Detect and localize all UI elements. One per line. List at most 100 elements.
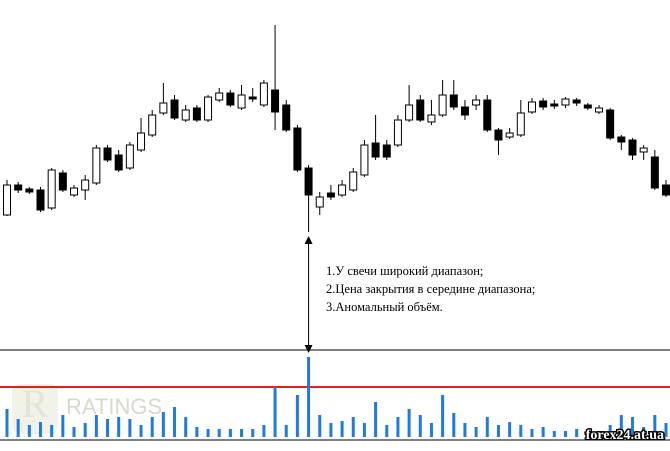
candle-body	[438, 94, 447, 116]
candle-body	[360, 144, 369, 176]
volume-bar	[429, 423, 433, 437]
candle-body	[248, 96, 257, 100]
volume-bar	[228, 429, 232, 437]
watermark-text: RATINGS	[66, 394, 162, 419]
candle-body	[472, 99, 481, 106]
volume-bar	[307, 357, 311, 437]
candle-body	[170, 99, 179, 119]
volume-bar	[61, 415, 65, 437]
volume-bar	[441, 395, 445, 437]
watermark: R RATINGS	[12, 381, 162, 434]
candle-body	[70, 187, 79, 196]
annotation-line: 3.Аномальный объём.	[326, 300, 443, 314]
volume-bar	[173, 407, 177, 437]
candle-body	[192, 107, 201, 121]
watermark-logo-box	[12, 384, 58, 434]
volume-bar	[195, 427, 199, 437]
candle-body	[36, 189, 45, 211]
volume-bar	[39, 422, 43, 437]
candle-body	[282, 104, 291, 131]
candle-body	[159, 102, 168, 114]
candle-body	[315, 196, 324, 208]
annotation: 1.У свечи широкий диапазон; 2.Цена закры…	[326, 264, 535, 314]
volume-bar	[653, 415, 657, 437]
volume-bar	[519, 425, 523, 437]
candle-body	[125, 144, 134, 169]
candle-body	[561, 98, 570, 106]
candle-body	[47, 169, 56, 209]
candle-body	[572, 99, 581, 104]
candle-body	[527, 101, 536, 113]
watermark-logo: R	[22, 381, 49, 426]
volume-bar	[374, 402, 378, 437]
candle-body	[326, 192, 335, 198]
site-label: forex24.at.ua	[586, 428, 664, 443]
volume-bar	[128, 419, 132, 437]
candle-body	[483, 99, 492, 131]
volume-bar	[407, 409, 411, 437]
volume-bar	[586, 433, 590, 437]
volume-bar	[139, 425, 143, 437]
volume-bar	[541, 427, 545, 437]
candle-body	[516, 112, 525, 136]
candle-body	[639, 147, 648, 153]
candle-body	[304, 167, 313, 196]
volume-bar	[50, 425, 54, 437]
candle-body	[215, 92, 224, 101]
volume-bar	[251, 429, 255, 437]
candle-body	[226, 92, 235, 106]
volume-bar	[485, 417, 489, 437]
candle-body	[349, 171, 358, 191]
volume-bar	[340, 421, 344, 437]
candle-body	[237, 94, 246, 109]
volume-bar	[106, 419, 110, 437]
volume-bar	[184, 417, 188, 437]
candle-body	[662, 184, 670, 196]
candle-body	[505, 132, 514, 138]
candle-body	[393, 119, 402, 146]
volume-bar	[94, 415, 98, 437]
candle-body	[204, 96, 213, 121]
volume-bar	[452, 413, 456, 437]
volume-bar	[385, 425, 389, 437]
volume-bar	[72, 427, 76, 437]
candle-body	[416, 99, 425, 121]
volume-bar	[630, 417, 634, 437]
candle-body	[81, 179, 90, 191]
volume-bar	[463, 423, 467, 437]
volume-bar	[150, 417, 154, 437]
volume-bar	[642, 427, 646, 437]
candle-body	[449, 94, 458, 108]
volume-bar	[418, 415, 422, 437]
volume-bar	[496, 425, 500, 437]
volume-bar	[83, 423, 87, 437]
volume-bar	[362, 423, 366, 437]
candle-body	[114, 154, 123, 171]
candle-body	[405, 104, 414, 121]
candle-body	[539, 100, 548, 108]
candle-body	[550, 103, 559, 107]
volume-bar	[262, 425, 266, 437]
candle-body	[148, 114, 157, 136]
candle-body	[137, 132, 146, 151]
candle-body	[3, 184, 11, 216]
volume-bar	[284, 425, 288, 437]
candle-body	[338, 184, 347, 196]
volume-bar	[530, 429, 534, 437]
annotation-line: 2.Цена закрытия в середине диапазона;	[326, 282, 535, 296]
candle-body	[650, 156, 659, 189]
candle-body	[271, 89, 280, 113]
volume-bar	[161, 412, 165, 437]
volume-bar	[318, 415, 322, 437]
volume-bar	[508, 422, 512, 437]
volume-bar	[206, 429, 210, 437]
volume-bar	[295, 395, 299, 437]
volume-bar	[396, 417, 400, 437]
candle-body	[259, 82, 268, 106]
candle-body	[594, 107, 603, 113]
candle-body	[427, 114, 436, 123]
arrow-head	[304, 345, 313, 353]
volume-bar	[664, 423, 668, 437]
volume-bar	[5, 409, 9, 437]
